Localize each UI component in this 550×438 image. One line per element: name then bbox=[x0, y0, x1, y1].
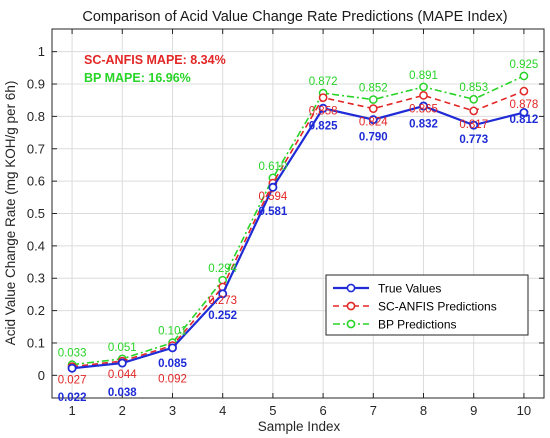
legend-item: True Values bbox=[333, 282, 441, 296]
mape-annotation: BP MAPE: 16.96% bbox=[84, 71, 191, 85]
bp-data-label: 0.872 bbox=[309, 76, 338, 88]
series-point-1 bbox=[419, 91, 428, 100]
sc-anfis-data-label: 0.865 bbox=[409, 103, 438, 115]
true-value-data-label: 0.085 bbox=[158, 358, 187, 370]
series-point-0 bbox=[67, 363, 77, 373]
sc-anfis-data-label: 0.594 bbox=[259, 191, 288, 203]
legend-label: True Values bbox=[378, 282, 441, 296]
legend-label: SC-ANFIS Predictions bbox=[378, 300, 497, 314]
y-tick-label: 0.8 bbox=[27, 109, 45, 124]
series-point-0 bbox=[268, 182, 278, 192]
x-axis-label: Sample Index bbox=[258, 419, 341, 434]
sc-anfis-data-label: 0.027 bbox=[58, 375, 87, 387]
y-tick-label: 0.2 bbox=[27, 303, 45, 318]
series-point-1 bbox=[469, 106, 479, 116]
series-point-2 bbox=[519, 71, 529, 81]
bp-data-label: 0.101 bbox=[158, 326, 187, 338]
series-point-0 bbox=[167, 343, 177, 353]
y-tick-label: 0.7 bbox=[27, 141, 45, 156]
sc-anfis-data-label: 0.044 bbox=[108, 369, 137, 381]
series-point-2 bbox=[368, 95, 378, 104]
series-point-0 bbox=[117, 358, 127, 368]
series-line-0 bbox=[71, 104, 525, 370]
series-point-0 bbox=[469, 120, 479, 130]
bp-data-label: 0.033 bbox=[58, 348, 87, 360]
sc-anfis-data-label: 0.858 bbox=[309, 106, 338, 118]
legend-item: SC-ANFIS Predictions bbox=[333, 300, 497, 314]
x-tick-label: 2 bbox=[119, 403, 126, 418]
x-tick-label: 6 bbox=[319, 403, 326, 418]
bp-data-label: 0.852 bbox=[359, 83, 388, 95]
sc-anfis-data-label: 0.817 bbox=[459, 119, 488, 131]
plot-area: 0 0.1 0.2 0.3 0.4 0.5 0.6 0.7 0.8 0.9 1 1 2 3 4 5 6 7 8 9 10… bbox=[27, 28, 545, 418]
legend-item: BP Predictions bbox=[333, 318, 457, 332]
sc-anfis-data-label: 0.092 bbox=[158, 374, 187, 386]
legend-marker bbox=[346, 319, 356, 329]
y-tick-label: 1 bbox=[38, 44, 45, 59]
series-point-1 bbox=[368, 104, 378, 113]
legend: True Values SC-ANFIS Predictions BP Predic… bbox=[325, 274, 529, 336]
sc-anfis-data-label: 0.273 bbox=[208, 295, 237, 307]
x-tick-label: 10 bbox=[517, 403, 531, 418]
legend-marker bbox=[346, 301, 356, 311]
chart-title: Comparison of Acid Value Change Rate Pre… bbox=[82, 9, 507, 25]
series-point-1 bbox=[519, 86, 529, 96]
bp-data-label: 0.853 bbox=[459, 82, 488, 94]
x-tick-label: 3 bbox=[169, 403, 176, 418]
sc-anfis-data-label: 0.878 bbox=[510, 99, 539, 111]
legend-box bbox=[325, 274, 529, 336]
y-axis-label: Acid Value Change Rate (mg KOH/g per 6h) bbox=[3, 81, 18, 346]
x-tick-label: 4 bbox=[219, 403, 226, 418]
x-tick-label: 7 bbox=[370, 403, 377, 418]
series-point-2 bbox=[469, 94, 479, 104]
true-value-data-label: 0.773 bbox=[459, 134, 488, 146]
series-point-0 bbox=[419, 101, 429, 111]
sc-anfis-data-label: 0.824 bbox=[359, 117, 388, 129]
true-value-data-label: 0.825 bbox=[309, 121, 338, 133]
series-point-2 bbox=[419, 82, 428, 92]
y-tick-label: 0.6 bbox=[27, 174, 45, 189]
series-point-0 bbox=[519, 108, 529, 118]
legend-marker bbox=[346, 283, 356, 293]
series-point-0 bbox=[368, 115, 378, 125]
mape-annotation: SC-ANFIS MAPE: 8.34% bbox=[84, 53, 226, 67]
true-value-data-label: 0.038 bbox=[108, 387, 137, 399]
bp-data-label: 0.051 bbox=[108, 342, 137, 354]
x-tick-label: 1 bbox=[68, 403, 75, 418]
y-tick-label: 0.5 bbox=[27, 206, 45, 221]
legend-label: BP Predictions bbox=[378, 318, 457, 332]
series-point-0 bbox=[318, 103, 328, 113]
true-value-data-label: 0.252 bbox=[208, 310, 237, 322]
y-tick-label: 0.1 bbox=[27, 335, 45, 350]
series-point-0 bbox=[218, 289, 228, 299]
true-value-data-label: 0.832 bbox=[409, 118, 438, 130]
x-tick-label: 8 bbox=[420, 403, 427, 418]
bp-data-label: 0.925 bbox=[510, 59, 539, 71]
y-tick-label: 0 bbox=[38, 368, 45, 383]
bp-data-label: 0.610 bbox=[259, 161, 288, 173]
y-tick-label: 0.3 bbox=[27, 271, 45, 286]
true-value-data-label: 0.812 bbox=[510, 114, 539, 126]
bp-data-label: 0.294 bbox=[208, 263, 237, 275]
true-value-data-label: 0.790 bbox=[359, 132, 388, 144]
true-value-data-label: 0.022 bbox=[58, 392, 87, 404]
bp-data-label: 0.891 bbox=[409, 70, 438, 82]
y-tick-label: 0.9 bbox=[27, 77, 45, 92]
true-value-data-label: 0.581 bbox=[259, 206, 288, 218]
y-tick-label: 0.4 bbox=[27, 238, 45, 253]
x-tick-label: 9 bbox=[470, 403, 477, 418]
series-point-1 bbox=[318, 93, 328, 102]
series-line-2 bbox=[71, 75, 525, 366]
x-tick-label: 5 bbox=[269, 403, 276, 418]
series-line-1 bbox=[71, 90, 525, 368]
